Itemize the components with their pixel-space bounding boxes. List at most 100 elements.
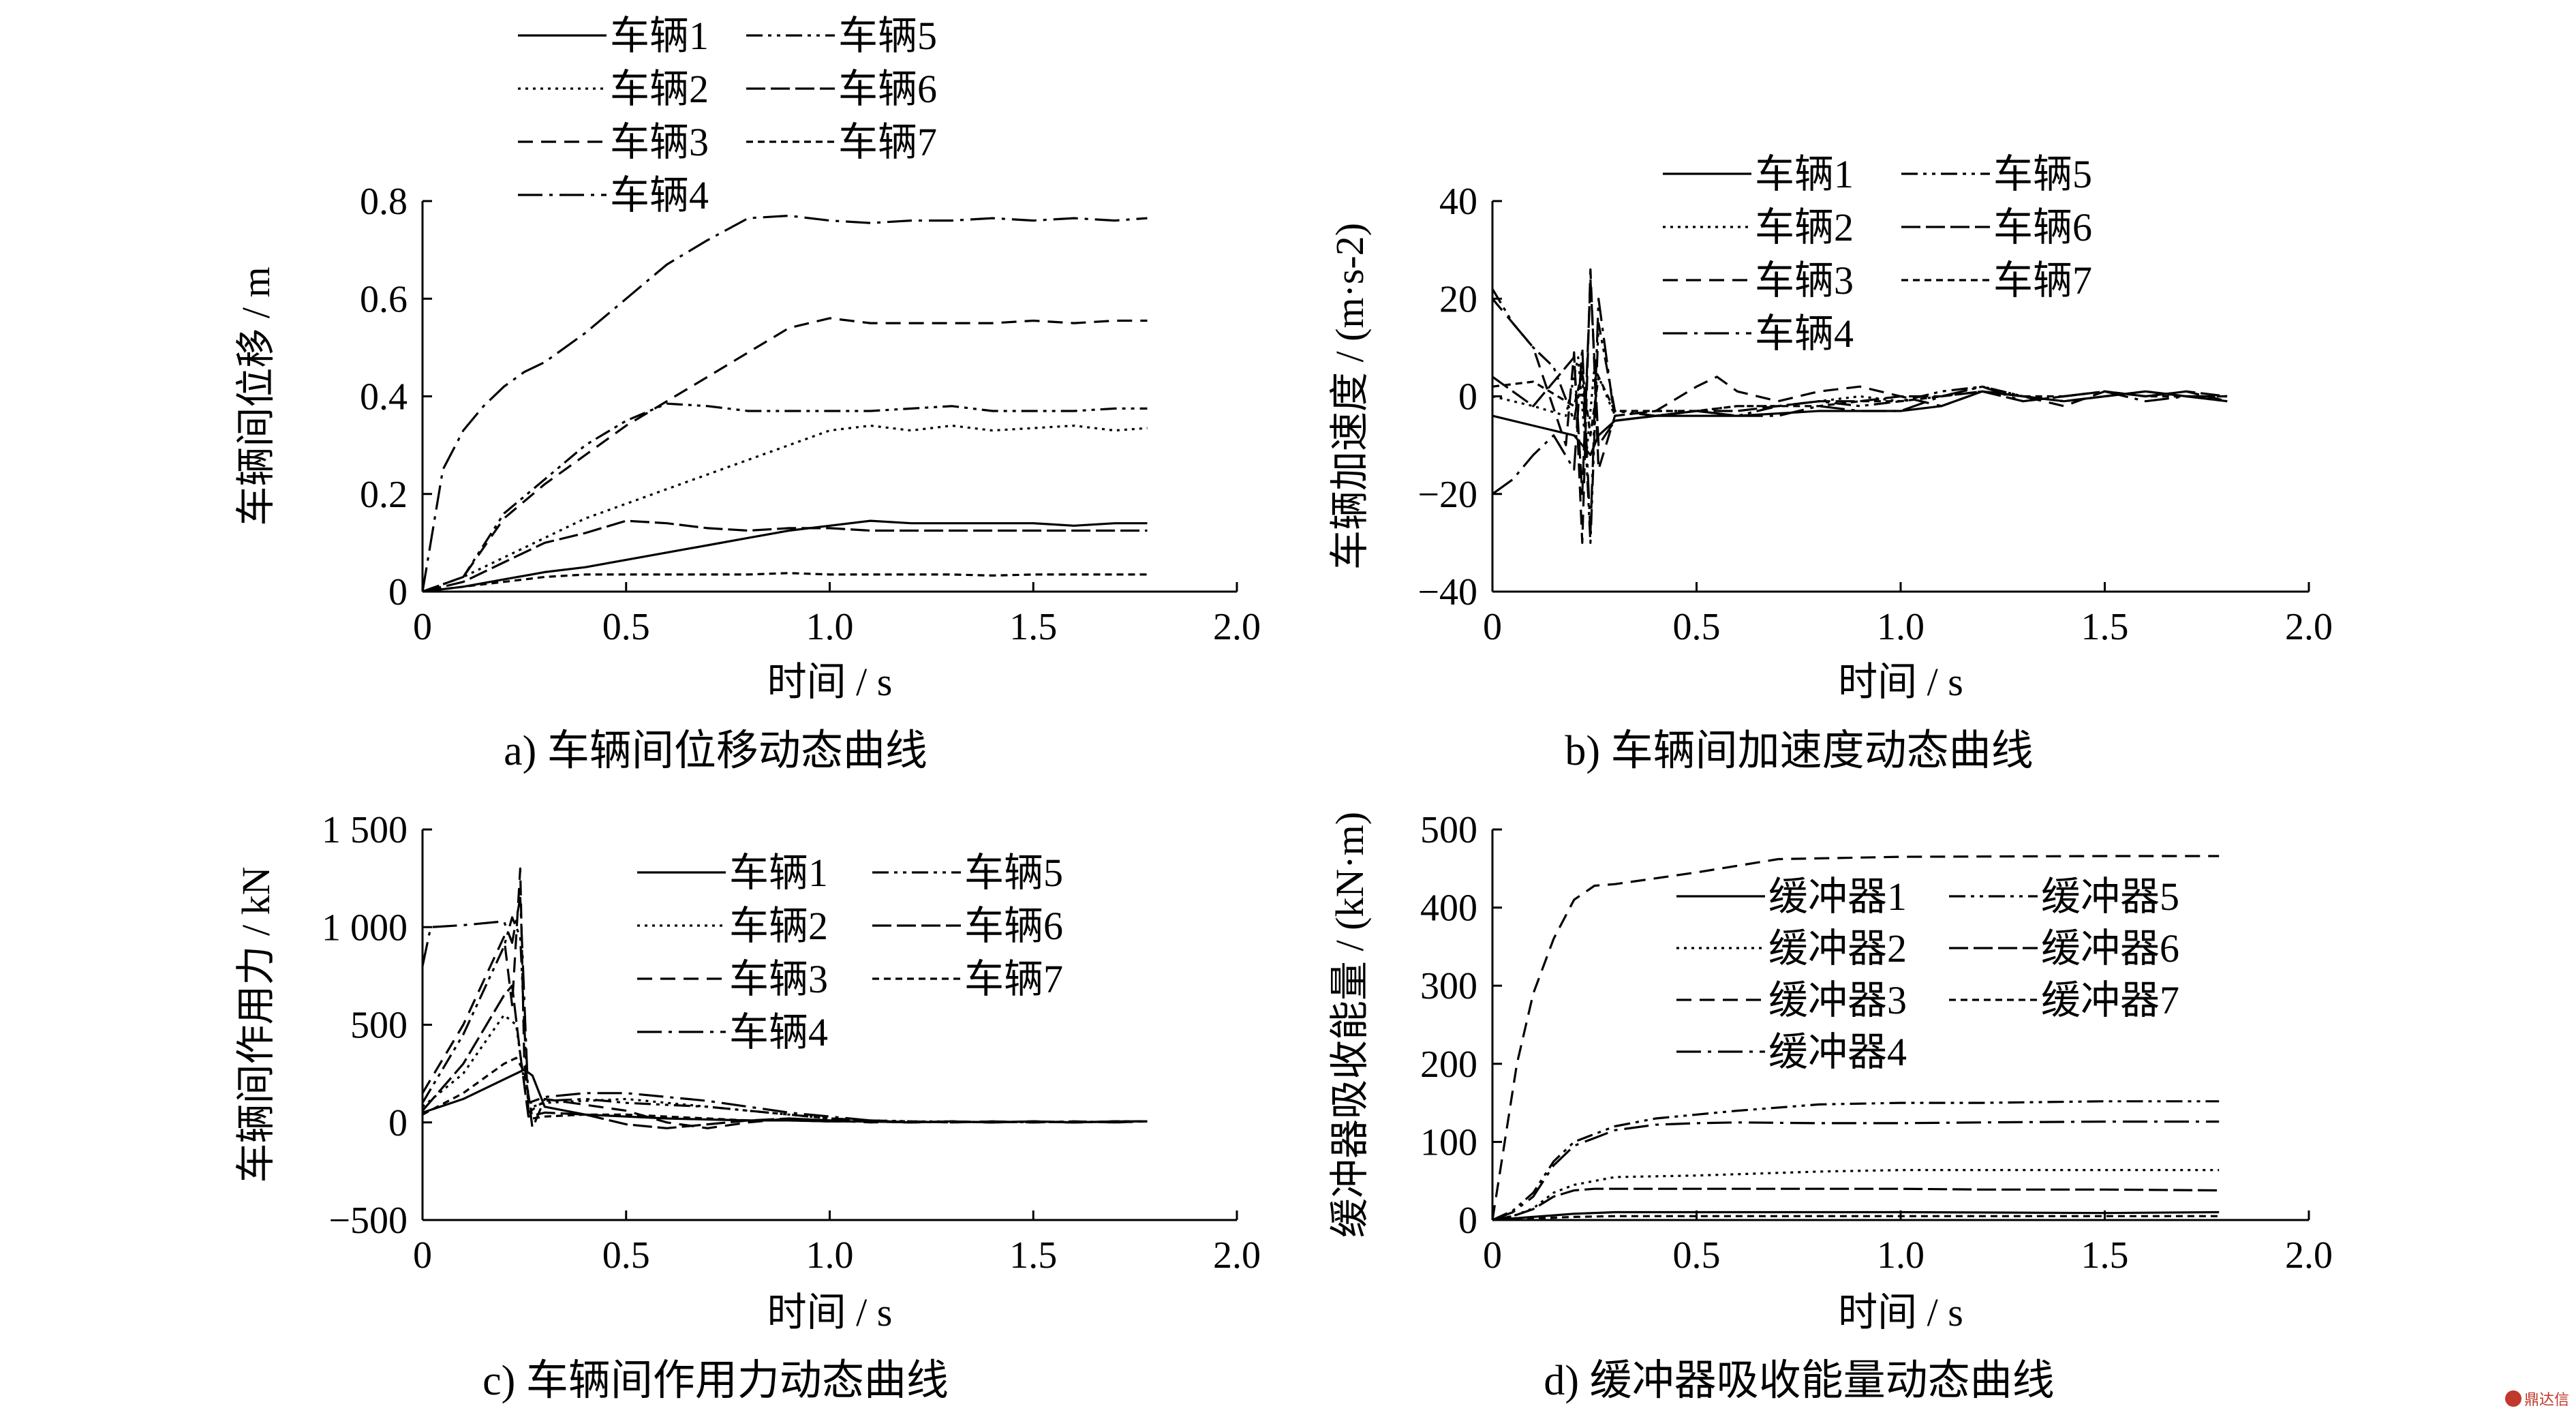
x-tick-label: 2.0 bbox=[2285, 1234, 2333, 1277]
series-line-7 bbox=[422, 1056, 1148, 1124]
chart-panel: 0 0.5 1.0 1.5 2.0 −40 −20 0 20 40 时间 / s 车辆加速度 / (m… bbox=[1328, 152, 2333, 774]
x-axis-label: 时间 / s bbox=[767, 1290, 893, 1335]
legend-label: 车辆3 bbox=[610, 120, 709, 164]
legend-label: 车辆4 bbox=[1755, 311, 1854, 356]
y-tick-label: 500 bbox=[350, 1005, 408, 1047]
watermark-logo-icon bbox=[2505, 1390, 2521, 1407]
y-tick-label: 0 bbox=[388, 571, 408, 613]
series-line-4 bbox=[1492, 1120, 2220, 1221]
y-tick-label: 0 bbox=[388, 1102, 408, 1144]
y-axis-label: 车辆间位移 / m bbox=[234, 266, 278, 525]
legend-label: 车辆3 bbox=[1755, 258, 1854, 303]
y-axis-label: 车辆加速度 / (m·s-2) bbox=[1328, 223, 1372, 570]
x-tick-label: 1.0 bbox=[1877, 1234, 1925, 1277]
x-tick-label: 0.5 bbox=[602, 1234, 650, 1277]
series-line-1 bbox=[422, 519, 1148, 593]
legend-label: 车辆2 bbox=[610, 67, 709, 111]
chart-caption: a) 车辆间位移动态曲线 bbox=[504, 728, 927, 774]
legend-label: 车辆1 bbox=[1755, 152, 1854, 196]
legend-label: 缓冲器3 bbox=[1768, 978, 1907, 1022]
series-line-7 bbox=[422, 572, 1148, 593]
y-tick-label: −20 bbox=[1417, 474, 1477, 516]
x-tick-label: 0.5 bbox=[1673, 1234, 1721, 1277]
series-line-3 bbox=[422, 317, 1148, 593]
legend-label: 车辆1 bbox=[729, 851, 828, 895]
x-tick-label: 0.5 bbox=[602, 606, 650, 648]
y-tick-label: −40 bbox=[1417, 571, 1477, 613]
x-tick-label: 1.5 bbox=[2081, 1234, 2129, 1277]
chart-panel: 0 0.5 1.0 1.5 2.0 0 0.2 0.4 0.6 0.8 时间 / s 车辆间位移 / … bbox=[234, 14, 1261, 774]
watermark-text: 鼎达信 bbox=[2524, 1392, 2570, 1409]
legend-label: 车辆7 bbox=[964, 957, 1063, 1001]
y-tick-label: 200 bbox=[1420, 1043, 1477, 1086]
legend-label: 车辆2 bbox=[729, 904, 828, 948]
x-tick-label: 0 bbox=[1483, 1234, 1502, 1277]
legend-label: 缓冲器5 bbox=[2041, 874, 2179, 919]
y-tick-label: 20 bbox=[1439, 278, 1477, 320]
series-line-5 bbox=[422, 402, 1148, 593]
y-tick-label: 1 500 bbox=[322, 809, 408, 851]
legend-label: 车辆7 bbox=[1993, 258, 2092, 303]
y-tick-label: 400 bbox=[1420, 887, 1477, 930]
x-tick-label: 1.0 bbox=[806, 606, 854, 648]
x-tick-label: 1.0 bbox=[1877, 606, 1925, 648]
legend-label: 车辆6 bbox=[838, 67, 937, 111]
y-axis-label: 车辆间作用力 / kN bbox=[234, 866, 278, 1183]
x-tick-label: 2.0 bbox=[1213, 606, 1261, 648]
chart-caption: b) 车辆间加速度动态曲线 bbox=[1565, 728, 2033, 774]
series-line-5 bbox=[1491, 288, 2228, 545]
x-tick-label: 2.0 bbox=[1213, 1234, 1261, 1277]
chart-caption: c) 车辆间作用力动态曲线 bbox=[482, 1358, 949, 1404]
legend-label: 缓冲器1 bbox=[1768, 874, 1907, 919]
series-line-7 bbox=[1492, 1215, 2220, 1221]
legend-label: 缓冲器4 bbox=[1768, 1030, 1907, 1074]
series-line-3 bbox=[1491, 268, 2228, 545]
series-line-2 bbox=[422, 424, 1148, 593]
y-tick-label: 0 bbox=[1458, 376, 1477, 418]
legend-label: 车辆3 bbox=[729, 957, 828, 1001]
y-axis-label: 缓冲器吸收能量 / (kN·m) bbox=[1328, 812, 1372, 1238]
legend-label: 车辆2 bbox=[1755, 205, 1854, 249]
x-tick-label: 1.5 bbox=[1009, 606, 1057, 648]
x-tick-label: 0 bbox=[413, 1234, 432, 1277]
legend-label: 车辆6 bbox=[964, 904, 1063, 948]
y-tick-label: 0.8 bbox=[360, 181, 408, 223]
y-tick-label: 500 bbox=[1420, 809, 1477, 851]
series-line-4 bbox=[1492, 297, 2228, 534]
legend-label: 车辆1 bbox=[610, 14, 709, 58]
legend-label: 缓冲器7 bbox=[2041, 978, 2179, 1022]
y-tick-label: 300 bbox=[1420, 965, 1477, 1007]
y-tick-label: 0.6 bbox=[360, 278, 408, 320]
series-line-3 bbox=[1491, 855, 2220, 1221]
legend-label: 车辆5 bbox=[964, 851, 1063, 895]
series-line-6 bbox=[421, 984, 1148, 1129]
y-tick-label: 40 bbox=[1439, 181, 1477, 223]
legend-label: 车辆4 bbox=[610, 173, 709, 217]
x-tick-label: 0 bbox=[413, 606, 432, 648]
series-line-4 bbox=[421, 896, 1148, 1124]
legend-label: 缓冲器6 bbox=[2041, 926, 2179, 971]
legend-label: 车辆5 bbox=[838, 14, 937, 58]
x-tick-label: 0 bbox=[1483, 606, 1502, 648]
x-tick-label: 1.5 bbox=[2081, 606, 2129, 648]
x-tick-label: 0.5 bbox=[1673, 606, 1721, 648]
series-line-1 bbox=[1492, 390, 2228, 457]
legend-label: 车辆6 bbox=[1993, 205, 2092, 249]
y-tick-label: −500 bbox=[328, 1200, 408, 1242]
chart-panel: 0 0.5 1.0 1.5 2.0 0 100 200 300 400 500 时间 / s 缓冲器吸收… bbox=[1328, 809, 2333, 1404]
series-line-4 bbox=[421, 214, 1148, 592]
x-axis-label: 时间 / s bbox=[1838, 1290, 1963, 1335]
legend-label: 车辆5 bbox=[1993, 152, 2092, 196]
watermark: 鼎达信 bbox=[2505, 1385, 2572, 1412]
x-axis-label: 时间 / s bbox=[767, 660, 893, 704]
x-axis-label: 时间 / s bbox=[1838, 660, 1963, 704]
series-line-7 bbox=[1492, 371, 2228, 437]
series-line-6 bbox=[1492, 1187, 2220, 1221]
legend-label: 车辆4 bbox=[729, 1010, 828, 1054]
y-tick-label: 1 000 bbox=[322, 906, 408, 949]
legend-label: 缓冲器2 bbox=[1768, 926, 1907, 971]
x-tick-label: 1.5 bbox=[1009, 1234, 1057, 1277]
series-line-5 bbox=[1492, 1100, 2220, 1221]
y-tick-label: 100 bbox=[1420, 1121, 1477, 1163]
